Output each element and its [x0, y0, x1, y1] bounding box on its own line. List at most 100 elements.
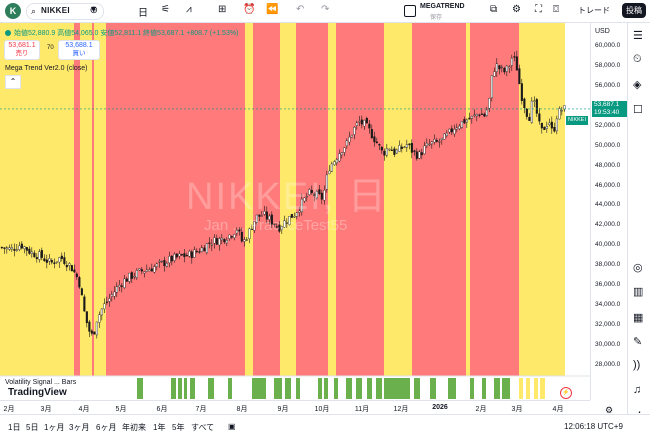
period-button[interactable]: 1ヶ月 [44, 423, 65, 432]
saved-layout-button[interactable]: MEGATREND 保存 [404, 2, 480, 21]
ideas-bulb-icon[interactable]: ✎ [633, 336, 643, 348]
chevron-down-icon[interactable]: ▾ [91, 4, 97, 15]
price-tick-label: 60,000.0 [595, 41, 621, 49]
chat-icon[interactable]: ☐ [633, 104, 643, 116]
signal-bar [137, 378, 143, 399]
candle-up [355, 122, 358, 126]
candle-up [485, 109, 488, 116]
candle-down [535, 99, 538, 114]
candle-down [380, 146, 383, 151]
candle-up [558, 108, 561, 120]
price-axis[interactable]: USD 60,000.058,000.056,000.054,000.052,0… [590, 23, 628, 415]
symbol-search-box[interactable]: ⌕ NIKKEI ⊕ [26, 3, 104, 20]
candle-down [85, 311, 88, 324]
hotlist-icon[interactable]: ▥ [633, 286, 644, 298]
period-button[interactable]: 年初来 [122, 423, 146, 432]
signal-bar [346, 378, 352, 399]
fullscreen-icon[interactable]: ⧉ [490, 4, 498, 15]
time-axis[interactable]: 2月 3月 4月 5月 6月 7月 8月 9月 10月 11月 12月 2026 2月 3月 4月 [0, 400, 590, 415]
candle-down [480, 113, 483, 115]
candle-up [315, 191, 318, 199]
trend-zone-yellow [80, 23, 92, 376]
user-avatar[interactable]: K [5, 3, 21, 19]
candle-up [398, 145, 401, 152]
candle-up [395, 149, 398, 154]
candle-down [543, 126, 546, 130]
candle-up [288, 215, 291, 225]
subpane-indicator-label[interactable]: Volatility Signal ... Bars [5, 379, 77, 386]
spread-value: 70 [47, 45, 54, 51]
price-tick-label: 48,000.0 [595, 161, 621, 169]
period-button[interactable]: 6ヶ月 [96, 423, 117, 432]
candle-up [123, 278, 126, 289]
candle-up [18, 245, 21, 250]
target-icon[interactable]: ◎ [633, 262, 643, 274]
broadcast-icon[interactable]: )) [633, 359, 641, 371]
period-button[interactable]: 5日 [26, 423, 39, 432]
signal-bar-yellow [519, 378, 523, 399]
publish-button[interactable]: 投稿 [622, 3, 646, 18]
alert-bolt-icon[interactable]: ⚡ [560, 387, 572, 399]
timezone-clock[interactable]: 12:06:18 UTC+9 [564, 422, 623, 431]
redo-icon[interactable]: ↷ [321, 4, 330, 15]
chart-pane[interactable]: NIKKEI, 日 Jan ... PracticeTest55 始値52,88… [0, 23, 590, 400]
candle-up [350, 134, 353, 138]
date-range-calendar-icon[interactable]: ▣ [228, 422, 236, 431]
candle-down [408, 143, 411, 146]
signal-bar [318, 378, 322, 399]
candle-up [158, 261, 161, 263]
price-chart[interactable] [0, 23, 590, 400]
candle-down [520, 83, 523, 101]
sell-button[interactable]: 53,681.1 売り [4, 40, 40, 60]
alert-clock-icon[interactable]: ⏰ [243, 4, 256, 15]
candle-up [448, 128, 451, 133]
candle-down [368, 123, 371, 129]
buy-button[interactable]: 53,688.1 買い [58, 40, 100, 60]
candle-up [338, 153, 341, 162]
layout-grid-icon[interactable]: ⊞ [218, 4, 227, 15]
candle-up [328, 170, 331, 174]
signal-bar-yellow [526, 378, 530, 399]
candle-down [373, 136, 376, 143]
indicators-icon[interactable]: ⩘ [186, 4, 192, 15]
period-button[interactable]: 3ヶ月 [69, 423, 90, 432]
calendar-icon[interactable]: ▦ [633, 312, 644, 324]
axis-settings-gear-icon[interactable]: ⚙ [605, 405, 614, 415]
signal-bar [324, 378, 328, 399]
candle-up [490, 75, 493, 99]
watchlist-icon[interactable]: ☰ [633, 30, 643, 42]
trade-button[interactable]: トレード [578, 6, 610, 15]
alerts-clock-icon[interactable]: ⏲ [633, 53, 642, 65]
signal-bar [367, 378, 372, 399]
replay-icon[interactable]: ⏪ [266, 4, 279, 15]
timeframe-button[interactable]: 日 [138, 8, 148, 19]
settings-gear-icon[interactable]: ⚙ [512, 4, 521, 15]
indicator-legend[interactable]: Mega Trend Ver2.0 (close) [5, 65, 88, 72]
camera-icon[interactable]: ⌼ [553, 4, 559, 15]
period-button[interactable]: すべて [191, 423, 215, 432]
candle-up [330, 163, 333, 172]
buy-price: 53,688.1 [65, 42, 93, 49]
bell-icon[interactable]: ♫ [633, 384, 642, 396]
undo-icon[interactable]: ↶ [296, 4, 305, 15]
candle-down [60, 255, 63, 259]
period-button[interactable]: 1日 [8, 423, 21, 432]
price-tick-label: 28,000.0 [595, 361, 621, 369]
candle-up [418, 151, 421, 159]
candle-down [383, 150, 386, 156]
candle-up [280, 226, 283, 230]
fullscreen-expand-icon[interactable]: ⛶ [535, 4, 542, 15]
price-tick-label: 46,000.0 [595, 181, 621, 189]
layers-icon[interactable]: ◈ [633, 79, 642, 91]
candle-up [500, 66, 503, 69]
compare-plus-icon[interactable]: ⊕ [89, 5, 98, 16]
signal-bar [274, 378, 282, 399]
candle-down [180, 254, 183, 256]
period-button[interactable]: 5年 [172, 423, 185, 432]
candle-up [103, 303, 106, 310]
period-button[interactable]: 1年 [153, 423, 166, 432]
chart-type-icon[interactable]: ⚟ [161, 4, 170, 15]
candle-down [370, 129, 373, 139]
collapse-legend-chevron-icon[interactable]: ⌃ [5, 75, 21, 89]
candle-up [300, 198, 303, 212]
